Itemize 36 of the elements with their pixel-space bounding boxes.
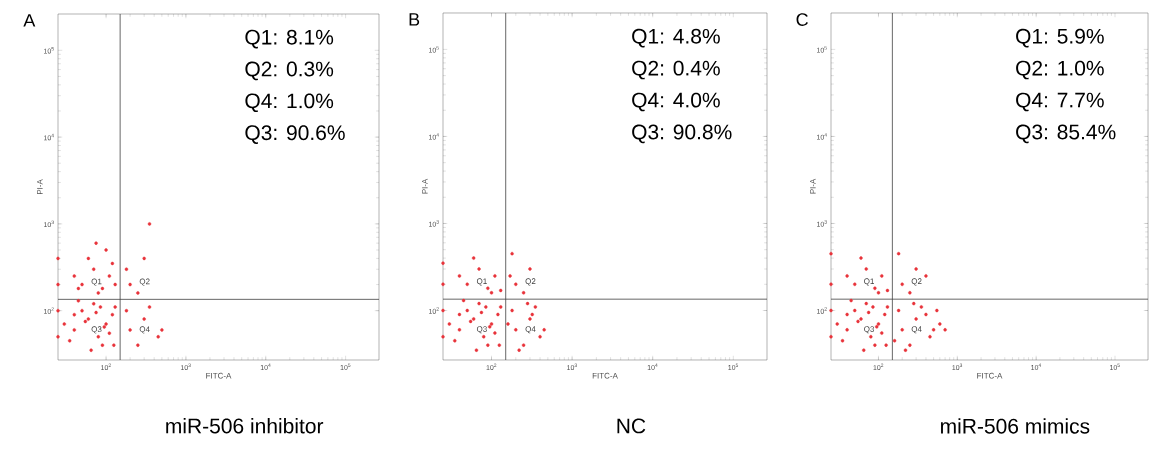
chart-title: B <box>409 13 420 26</box>
annotation: Q2 <box>911 278 922 286</box>
annotation: Q2: 1.0% <box>1016 60 1104 80</box>
text: miR-506 inhibitor <box>166 418 324 434</box>
y-axis-title: PI-A <box>422 178 428 194</box>
x-axis-title: FITC-A <box>592 372 618 379</box>
annotation: Q3 <box>91 326 102 334</box>
annotation: Q4 <box>525 326 536 334</box>
annotation: Q1 <box>476 278 487 286</box>
annotation: Q1: 8.1% <box>245 29 334 49</box>
chart-title: A <box>23 14 36 27</box>
annotation: Q1: 4.8% <box>632 28 720 48</box>
annotation: Q1: 5.9% <box>1016 28 1104 48</box>
annotation: Q3 <box>864 326 875 334</box>
y-axis-title: PI-A <box>810 178 816 194</box>
annotation: Q4: 4.0% <box>632 92 720 112</box>
annotation: Q3: 85.4% <box>1016 124 1116 144</box>
annotation: Q1 <box>864 278 874 286</box>
x-axis-title: FITC-A <box>977 372 1003 379</box>
annotation: Q3 <box>476 326 487 334</box>
y-axis-title: PI-A <box>37 179 43 195</box>
annotation: Q4 <box>911 326 922 334</box>
annotation: Q3: 90.6% <box>245 125 345 144</box>
x-axis-title: FITC-A <box>206 372 232 379</box>
text: NC <box>617 418 646 434</box>
annotation: Q2: 0.4% <box>632 60 720 80</box>
text: miR-506 mimics <box>941 418 1090 434</box>
annotation: Q2: 0.3% <box>245 61 334 81</box>
annotation: Q3: 90.8% <box>632 124 732 144</box>
chart-title: C <box>796 13 808 26</box>
annotation: Q4 <box>139 326 150 334</box>
annotation: Q2 <box>139 278 150 286</box>
annotation: Q4: 7.7% <box>1016 92 1104 112</box>
annotation: Q4: 1.0% <box>245 93 334 113</box>
annotation: Q1 <box>91 278 102 286</box>
annotation: Q2 <box>525 278 536 286</box>
